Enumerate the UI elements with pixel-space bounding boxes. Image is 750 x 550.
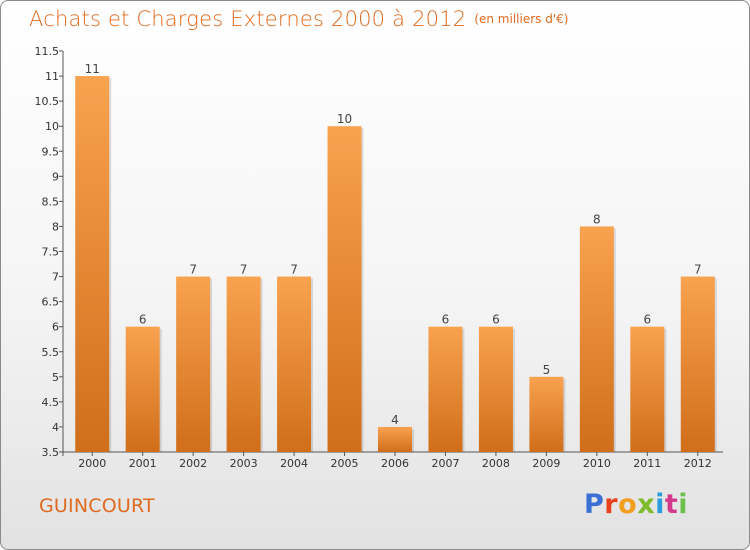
data-label: 6 bbox=[442, 313, 450, 327]
y-tick-label: 9.5 bbox=[42, 145, 60, 158]
bar bbox=[226, 276, 261, 452]
data-label: 11 bbox=[85, 62, 100, 76]
logo-letter: i bbox=[678, 489, 689, 520]
y-tick-label: 10.5 bbox=[35, 95, 60, 108]
proxiti-logo[interactable]: Proxiti bbox=[584, 489, 688, 520]
x-tick-label: 2006 bbox=[381, 457, 409, 470]
bar bbox=[176, 276, 211, 452]
data-label: 8 bbox=[593, 212, 601, 226]
chart-title-main: Achats et Charges Externes 2000 à 2012 bbox=[29, 7, 467, 31]
x-tick-label: 2003 bbox=[230, 457, 258, 470]
place-name: GUINCOURT bbox=[39, 495, 155, 517]
bar bbox=[75, 76, 110, 452]
x-tick-label: 2011 bbox=[633, 457, 661, 470]
data-label: 10 bbox=[337, 112, 352, 126]
y-tick-label: 10 bbox=[45, 120, 59, 133]
bar bbox=[428, 326, 463, 452]
logo-letter: o bbox=[618, 489, 638, 520]
data-label: 6 bbox=[139, 313, 147, 327]
x-tick-label: 2004 bbox=[280, 457, 308, 470]
data-label: 6 bbox=[492, 313, 500, 327]
x-tick-label: 2000 bbox=[78, 457, 106, 470]
y-tick-label: 11 bbox=[45, 70, 59, 83]
y-tick-label: 5.5 bbox=[42, 346, 60, 359]
x-tick-label: 2002 bbox=[179, 457, 207, 470]
x-tick-label: 2012 bbox=[684, 457, 712, 470]
logo-letter: P bbox=[584, 489, 605, 520]
data-label: 7 bbox=[290, 263, 298, 277]
data-label: 7 bbox=[694, 263, 702, 277]
data-label: 7 bbox=[240, 263, 248, 277]
x-tick-label: 2001 bbox=[129, 457, 157, 470]
x-tick-label: 2008 bbox=[482, 457, 510, 470]
logo-letter: t bbox=[664, 489, 679, 520]
chart-unit: (en milliers d'€) bbox=[474, 12, 569, 26]
y-tick-label: 6.5 bbox=[42, 296, 60, 309]
data-label: 4 bbox=[391, 413, 399, 427]
bar bbox=[327, 126, 362, 452]
y-tick-label: 11.5 bbox=[35, 45, 60, 58]
bar bbox=[529, 376, 564, 452]
y-tick-label: 7.5 bbox=[42, 246, 60, 259]
data-labels: 11 6 7 7 7 10 4 6 6 5 8 6 7 bbox=[85, 62, 702, 427]
bar bbox=[125, 326, 160, 452]
x-tick-label: 2005 bbox=[331, 457, 359, 470]
bar bbox=[378, 426, 412, 452]
logo-letter: r bbox=[604, 489, 619, 520]
bars bbox=[75, 76, 717, 452]
bar bbox=[680, 276, 715, 452]
y-tick-label: 5 bbox=[52, 371, 59, 384]
y-tick-label: 3.5 bbox=[42, 446, 60, 459]
y-tick-label: 8 bbox=[52, 220, 59, 233]
bar bbox=[630, 326, 665, 452]
data-label: 7 bbox=[189, 263, 197, 277]
y-tick-label: 8.5 bbox=[42, 195, 60, 208]
data-label: 5 bbox=[543, 363, 551, 377]
bar bbox=[277, 276, 312, 452]
chart-title: Achats et Charges Externes 2000 à 2012 (e… bbox=[29, 7, 568, 31]
y-tick-label: 4.5 bbox=[42, 396, 60, 409]
y-tick-label: 7 bbox=[52, 271, 59, 284]
x-tick-label: 2010 bbox=[583, 457, 611, 470]
y-tick-label: 9 bbox=[52, 170, 59, 183]
y-tick-label: 6 bbox=[52, 321, 59, 334]
bar bbox=[579, 226, 614, 452]
bar bbox=[478, 326, 513, 452]
logo-letter: i bbox=[655, 489, 665, 520]
y-tick-label: 4 bbox=[52, 421, 59, 434]
x-tick-label: 2007 bbox=[431, 457, 459, 470]
axes: 3.5 4 4.5 5 5.5 6 6.5 7 7.5 8 8.5 9 9.5 10 10.5 11 11.5 2… bbox=[35, 45, 723, 470]
data-label: 6 bbox=[643, 313, 651, 327]
x-tick-label: 2009 bbox=[532, 457, 560, 470]
logo-letter: x bbox=[637, 489, 656, 520]
